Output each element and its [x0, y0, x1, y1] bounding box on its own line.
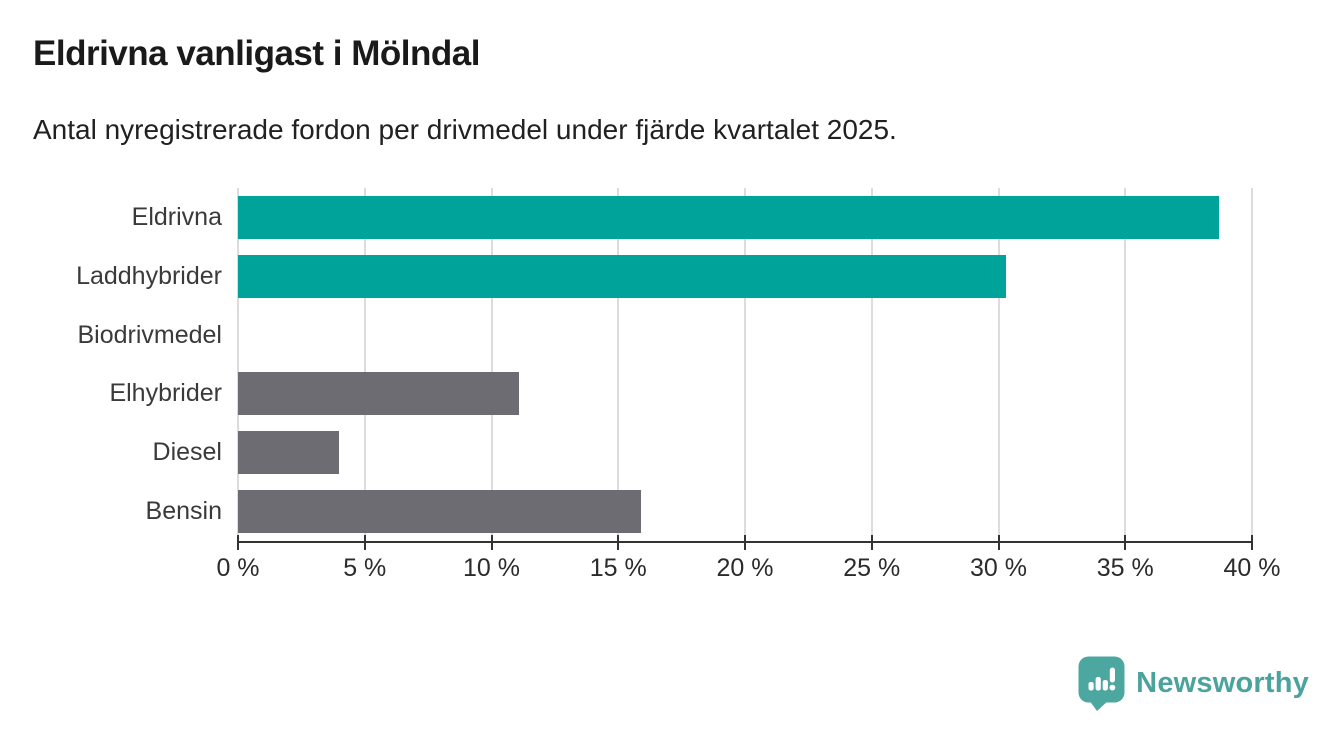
gridline — [997, 188, 1000, 541]
x-axis-tick-label: 0 % — [216, 554, 260, 582]
category-label: Laddhybrider — [76, 261, 222, 290]
gridline — [870, 188, 873, 541]
x-axis-tick-label: 15 % — [589, 554, 647, 582]
chart-title: Eldrivna vanligast i Mölndal — [33, 34, 480, 73]
category-label: Eldrivna — [131, 202, 222, 231]
gridline — [237, 188, 239, 541]
bar-rows: Eldrivna Laddhybrider Biodrivmedel Elhybrid… — [76, 188, 1252, 541]
gridline — [617, 188, 620, 541]
newsworthy-logo: Newsworthy — [1078, 656, 1309, 711]
newsworthy-logo-icon — [1078, 656, 1125, 711]
bar-row: Biodrivmedel — [77, 306, 1252, 365]
x-axis-tick-label: 35 % — [1096, 554, 1154, 582]
x-axis-tick-label: 30 % — [970, 554, 1027, 582]
bar-elhybrider — [238, 372, 520, 416]
gridline — [1124, 188, 1127, 541]
bar-diesel — [238, 431, 340, 475]
x-axis-tick — [997, 535, 1000, 550]
x-axis-tick — [744, 535, 746, 550]
x-axis-tick-label: 40 % — [1223, 554, 1281, 582]
bar-row: Laddhybrider — [76, 247, 1252, 306]
x-axis-tick — [1124, 535, 1127, 550]
gridline — [1251, 188, 1253, 541]
x-axis-tick-label: 10 % — [463, 554, 520, 582]
bar-bensin — [238, 490, 642, 534]
category-label: Elhybrider — [109, 379, 222, 408]
bar-row: Elhybrider — [109, 364, 1252, 423]
x-axis-tick-label: 20 % — [716, 554, 774, 582]
x-axis-tick-label: 5 % — [343, 554, 387, 582]
x-axis-tick — [363, 535, 366, 550]
bar-laddhybrider — [238, 254, 1007, 298]
bar-row: Diesel — [153, 423, 1252, 482]
category-label: Bensin — [145, 497, 222, 526]
x-axis-tick-label: 25 % — [843, 554, 901, 582]
x-axis-tick — [617, 535, 620, 550]
plot-area: Eldrivna Laddhybrider Biodrivmedel Elhybrid… — [76, 188, 1280, 582]
chart-subtitle: Antal nyregistrerade fordon per drivmede… — [33, 114, 897, 145]
x-axis-tick — [237, 535, 239, 550]
x-axis-tick — [870, 535, 873, 550]
gridline — [490, 188, 493, 541]
category-label: Biodrivmedel — [77, 320, 222, 349]
newsworthy-logo-text: Newsworthy — [1136, 667, 1309, 699]
bar-row: Eldrivna — [132, 188, 1252, 247]
x-axis-tick — [490, 535, 493, 550]
bar-row: Bensin — [146, 482, 1252, 541]
x-axis-tick — [1251, 535, 1253, 550]
category-label: Diesel — [152, 438, 222, 467]
gridline — [363, 188, 366, 541]
gridline — [744, 188, 746, 541]
bar-eldrivna — [238, 195, 1220, 239]
